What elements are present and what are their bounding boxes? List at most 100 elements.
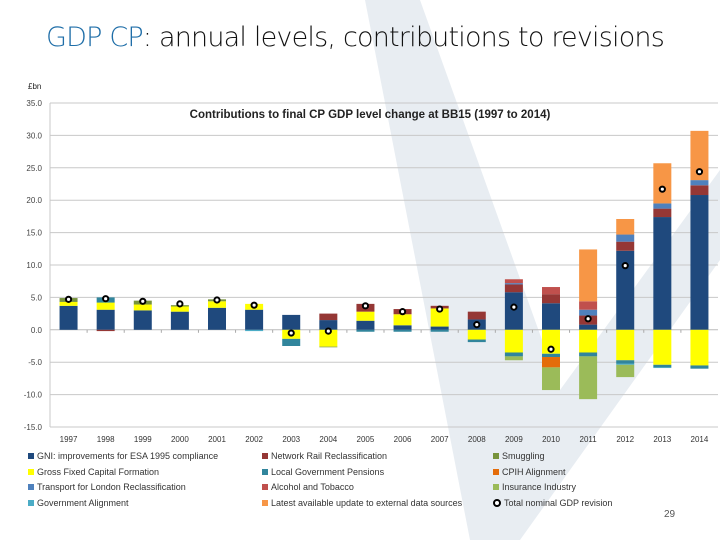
- bar-segment: [616, 218, 635, 235]
- bar-segment: [208, 307, 226, 330]
- bar-segment: [616, 364, 635, 378]
- y-tick-label: 15.0: [26, 229, 42, 238]
- total-marker: [102, 295, 110, 303]
- legend-label: Alcohol and Tobacco: [271, 482, 354, 492]
- title-highlight: GDP CP: [46, 22, 144, 53]
- bar-segment: [542, 357, 560, 368]
- total-marker: [250, 301, 258, 309]
- bar-segment: [467, 339, 486, 343]
- bar-segment: [430, 308, 449, 327]
- bar-segment: [504, 352, 523, 357]
- bar-segment: [504, 284, 523, 293]
- bar-segment: [616, 329, 635, 361]
- legend-item: CPIH Alignment: [493, 467, 566, 477]
- y-tick-label: 0.0: [31, 326, 43, 335]
- legend-label: Local Government Pensions: [271, 466, 385, 477]
- bar-segment: [653, 203, 672, 209]
- bar-segment: [616, 241, 635, 251]
- x-tick-label: 1999: [134, 435, 152, 444]
- bar-segment: [393, 325, 412, 330]
- bar-segment: [282, 314, 301, 330]
- bar-segment: [504, 329, 523, 353]
- legend-label: CPIH Alignment: [502, 466, 566, 477]
- total-marker: [213, 296, 221, 304]
- bar-segment: [579, 356, 598, 400]
- x-tick-label: 2004: [319, 435, 337, 444]
- bar-segment: [542, 303, 560, 330]
- x-tick-label: 2012: [616, 435, 634, 444]
- legend-swatch: [262, 484, 268, 490]
- bar-segment: [393, 329, 412, 332]
- bar-segment: [319, 313, 338, 321]
- slide-title: GDP CP: annual levels, contributions to …: [46, 22, 665, 53]
- legend-swatch: [493, 468, 499, 475]
- bar-segment: [96, 302, 115, 310]
- bar-segment: [504, 283, 523, 285]
- bar-segment: [319, 346, 338, 348]
- bar-segment: [542, 353, 560, 358]
- bar-segment: [653, 364, 672, 368]
- bar-segment: [653, 163, 672, 204]
- bar-segment: [542, 367, 560, 391]
- legend-label: Government Alignment: [37, 497, 129, 508]
- total-marker: [176, 300, 184, 308]
- y-tick-label: 20.0: [26, 196, 42, 205]
- bar-segment: [653, 208, 672, 218]
- legend-item: Insurance Industry: [493, 482, 576, 492]
- legend-swatch: [28, 453, 34, 459]
- bar-segment: [616, 360, 635, 364]
- x-tick-label: 2014: [691, 435, 709, 444]
- bar-segment: [504, 279, 523, 284]
- legend-item: GNI: improvements for ESA 1995 complianc…: [28, 451, 218, 461]
- bar-segment: [579, 324, 598, 330]
- x-tick-label: 2002: [245, 435, 263, 444]
- legend-item: Total nominal GDP revision: [493, 498, 612, 508]
- total-marker: [584, 315, 592, 323]
- bar-segment: [690, 329, 709, 366]
- legend-label: Network Rail Reclassification: [271, 451, 388, 461]
- legend-item: Government Alignment: [28, 498, 129, 508]
- bar-segment: [133, 310, 152, 330]
- total-marker: [473, 321, 481, 329]
- bar-segment: [690, 365, 709, 369]
- bar-segment: [245, 309, 264, 330]
- bar-segment: [59, 305, 78, 330]
- legend-item: Smuggling: [493, 451, 545, 461]
- bar-segment: [504, 292, 523, 330]
- bar-segment: [653, 329, 672, 365]
- legend-label: GNI: improvements for ESA 1995 complianc…: [37, 451, 219, 461]
- y-tick-label: 10.0: [26, 261, 42, 270]
- x-tick-label: 2008: [468, 435, 486, 444]
- x-tick-label: 2005: [357, 435, 375, 444]
- y-tick-label: -15.0: [24, 423, 43, 432]
- x-tick-label: 2001: [208, 435, 226, 444]
- legend-label: Insurance Industry: [502, 482, 577, 492]
- total-marker: [361, 302, 370, 310]
- bar-segment: [653, 217, 672, 330]
- bar-segment: [542, 329, 560, 354]
- total-marker: [398, 308, 407, 316]
- bar-segment: [282, 338, 301, 346]
- bar-segment: [430, 329, 449, 332]
- legend-swatch: [493, 484, 499, 490]
- stacked-bar-chart: 35.0 30.0 25.0 20.0 15.0 10.0 5.0 0.0 -5.0 -10.0 -…: [24, 99, 718, 444]
- bar-segment: [467, 311, 486, 320]
- legend-swatch: [493, 453, 499, 459]
- page-number: 29: [664, 509, 676, 520]
- bar-segment: [616, 234, 635, 242]
- bar-segment: [653, 367, 672, 369]
- bar-segment: [170, 311, 189, 330]
- legend-item: Network Rail Reclassification: [262, 451, 387, 461]
- total-marker: [64, 295, 73, 303]
- bar-segment: [319, 320, 338, 330]
- bar-segment: [579, 309, 598, 316]
- bar-segment: [542, 294, 560, 304]
- bar-segment: [245, 329, 264, 332]
- bar-segment: [579, 352, 598, 357]
- bar-segment: [430, 326, 449, 330]
- total-marker: [695, 168, 704, 176]
- x-tick-label: 2009: [505, 435, 523, 444]
- legend-swatch: [28, 499, 34, 506]
- chart-legend: GNI: improvements for ESA 1995 complianc…: [0, 449, 720, 513]
- unit-label: £bn: [28, 82, 42, 91]
